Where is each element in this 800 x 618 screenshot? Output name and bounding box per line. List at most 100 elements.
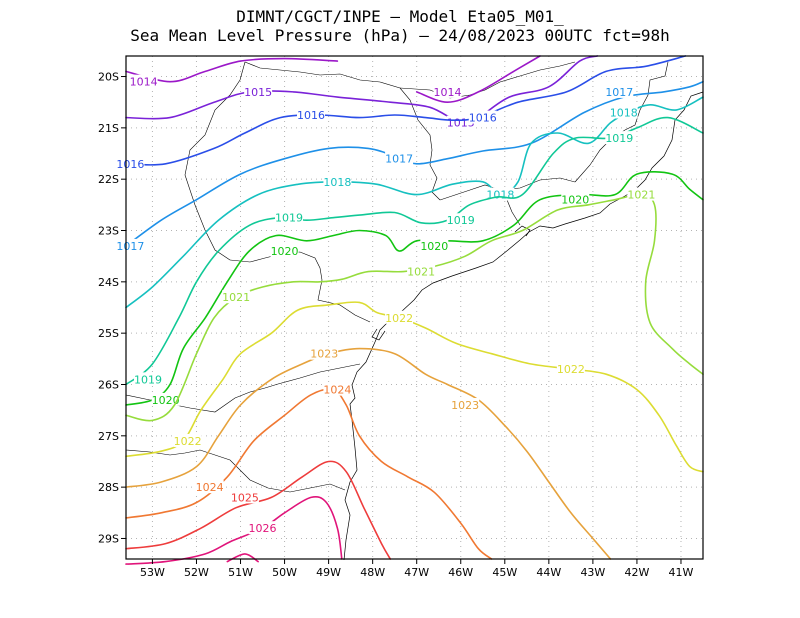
- isobar-label-1019: 1019: [275, 212, 303, 225]
- title-line-2: Sea Mean Level Pressure (hPa) – 24/08/20…: [130, 26, 670, 45]
- isobar-1017: [125, 80, 704, 247]
- isobar-label-1020: 1020: [561, 194, 589, 207]
- isobar-label-1014: 1014: [434, 86, 462, 99]
- isobar-label-bg: [609, 105, 638, 119]
- isobar-label-bg: [605, 84, 634, 98]
- isobar-label-1015: 1015: [244, 86, 272, 99]
- isobar-label-1023: 1023: [451, 399, 479, 412]
- isobar-label-bg: [173, 433, 202, 447]
- y-tick-label: 29S: [98, 532, 119, 545]
- title-line-1: DIMNT/CGCT/INPE – Model Eta05_M01_: [236, 7, 564, 26]
- isobar-1021: [125, 193, 704, 422]
- isobar-label-1017: 1017: [605, 86, 633, 99]
- isobar-label-1019: 1019: [447, 214, 475, 227]
- border-pr-sp: [229, 251, 371, 323]
- isobar-label-bg: [310, 346, 339, 360]
- isobar-label-1017: 1017: [116, 240, 144, 253]
- x-tick-label: 49W: [316, 566, 341, 579]
- grid-lines: [126, 56, 703, 559]
- isobar-1026: [226, 553, 259, 563]
- isobar-label-1022: 1022: [174, 435, 202, 448]
- coastline-paranagua: [371, 328, 386, 341]
- x-tick-label: 48W: [360, 566, 385, 579]
- isobar-label-1022: 1022: [557, 363, 585, 376]
- y-tick-label: 27S: [98, 430, 119, 443]
- isobar-label-1020: 1020: [271, 245, 299, 258]
- isobar-1020: [125, 171, 704, 406]
- x-tick-label: 41W: [669, 566, 694, 579]
- x-tick-label: 47W: [404, 566, 429, 579]
- isobar-label-1019: 1019: [134, 373, 162, 386]
- x-tick-label: 43W: [580, 566, 605, 579]
- isobar-label-1021: 1021: [407, 266, 435, 279]
- isobar-label-1020: 1020: [420, 240, 448, 253]
- isobar-label-1023: 1023: [310, 348, 338, 361]
- border-rj-sp: [504, 194, 521, 226]
- isobar-1015: [125, 55, 599, 125]
- isobar-label-bg: [274, 210, 303, 224]
- x-tick-label: 45W: [492, 566, 517, 579]
- x-tick-label: 52W: [184, 566, 209, 579]
- isobar-label-1018: 1018: [486, 189, 514, 202]
- isobar-label-bg: [605, 131, 634, 145]
- isobar-label-1016: 1016: [297, 109, 325, 122]
- isobar-label-1014: 1014: [130, 76, 158, 89]
- isobar-1025: [125, 460, 392, 560]
- isobar-label-bg: [296, 108, 325, 122]
- isobar-1026: [125, 495, 343, 565]
- isobar-label-bg: [195, 480, 224, 494]
- isobar-label-bg: [323, 382, 352, 396]
- isobar-label-bg: [129, 74, 158, 88]
- x-tick-label: 46W: [448, 566, 473, 579]
- isobar-label-1026: 1026: [249, 522, 277, 535]
- y-tick-label: 24S: [98, 276, 119, 289]
- y-tick-label: 23S: [98, 225, 119, 238]
- isobar-label-bg: [151, 392, 180, 406]
- isobar-label-bg: [134, 372, 163, 386]
- isobar-label-bg: [627, 187, 656, 201]
- isobar-label-bg: [248, 521, 277, 535]
- isobar-label-bg: [556, 362, 585, 376]
- y-tick-label: 25S: [98, 327, 119, 340]
- y-tick-label: 21S: [98, 122, 119, 135]
- plot-frame: [125, 55, 704, 560]
- isobar-label-bg: [116, 156, 145, 170]
- y-tick-label: 22S: [98, 173, 119, 186]
- isobar-label-bg: [222, 290, 251, 304]
- isobar-1023: [125, 347, 612, 560]
- isobar-label-1025: 1025: [231, 491, 259, 504]
- x-tick-label: 42W: [624, 566, 649, 579]
- x-tick-label: 53W: [140, 566, 165, 579]
- x-tick-label: 50W: [272, 566, 297, 579]
- isobar-label-1022: 1022: [385, 312, 413, 325]
- isobar-label-1024: 1024: [196, 481, 224, 494]
- isobar-label-1020: 1020: [152, 394, 180, 407]
- isobar-label-bg: [451, 398, 480, 412]
- state-borders: [125, 61, 669, 493]
- isobar-label-1018: 1018: [610, 106, 638, 119]
- isobar-label-bg: [385, 310, 414, 324]
- isobar-label-bg: [468, 110, 497, 124]
- isobar-label-bg: [420, 238, 449, 252]
- x-tick-label: 51W: [228, 566, 253, 579]
- isobar-label-1016: 1016: [116, 158, 144, 171]
- isobar-label-bg: [407, 264, 436, 278]
- isobar-label-1016: 1016: [469, 112, 497, 125]
- isobar-label-1021: 1021: [627, 189, 655, 202]
- isobar-label-bg: [116, 238, 145, 252]
- isobar-1019: [125, 116, 704, 386]
- border-ms-pr: [184, 61, 246, 261]
- isobar-label-1018: 1018: [323, 176, 351, 189]
- isobar-label-bg: [561, 192, 590, 206]
- isobar-1014: [415, 55, 541, 103]
- y-tick-label: 20S: [98, 71, 119, 84]
- isobar-label-bg: [323, 174, 352, 188]
- isobar-label-bg: [230, 490, 259, 504]
- y-tick-label: 26S: [98, 378, 119, 391]
- border-sc-rs: [125, 449, 346, 493]
- isobar-label-1024: 1024: [323, 384, 351, 397]
- axis-ticks: 53W 52W 51W 50W 49W 48W 47W 46W 45W 44W 43W 42W 41W 2…: [98, 71, 694, 579]
- isobar-label-bg: [385, 151, 414, 165]
